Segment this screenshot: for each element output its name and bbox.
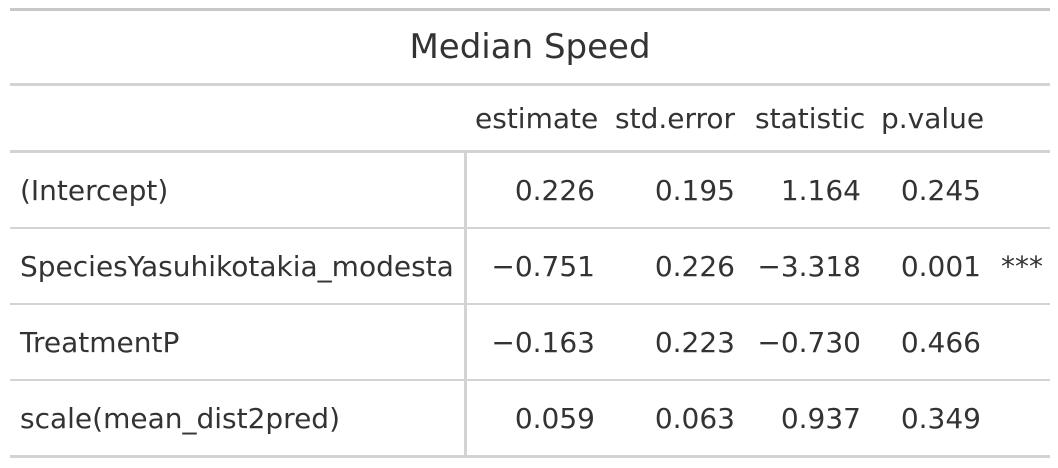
regression-table: Median Speed estimate std.error statisti…: [10, 8, 1050, 458]
table-row: scale(mean_dist2pred) 0.059 0.063 0.937 …: [10, 380, 1050, 458]
row-p-value: 0.245: [871, 151, 991, 229]
row-estimate: −0.163: [465, 304, 605, 381]
row-statistic: 1.164: [745, 151, 871, 229]
header-p-value: p.value: [871, 84, 991, 153]
top-rule: [10, 8, 1050, 12]
table-title: Median Speed: [10, 11, 1050, 86]
row-std-error: 0.223: [605, 304, 745, 381]
header-term: [10, 84, 465, 153]
table-row: (Intercept) 0.226 0.195 1.164 0.245: [10, 151, 1050, 229]
row-term: scale(mean_dist2pred): [10, 380, 467, 458]
row-term: SpeciesYasuhikotakia_modesta: [10, 228, 467, 305]
row-significance: ***: [991, 228, 1050, 305]
row-std-error: 0.195: [605, 151, 745, 229]
header-significance: [991, 84, 1050, 153]
row-p-value: 0.349: [871, 380, 991, 458]
row-statistic: −0.730: [745, 304, 871, 381]
title-row: Median Speed: [10, 11, 1050, 86]
row-significance: [991, 151, 1050, 229]
row-std-error: 0.063: [605, 380, 745, 458]
row-estimate: −0.751: [465, 228, 605, 305]
row-statistic: −3.318: [745, 228, 871, 305]
row-significance: [991, 380, 1050, 458]
row-estimate: 0.226: [465, 151, 605, 229]
row-p-value: 0.466: [871, 304, 991, 381]
header-row: estimate std.error statistic p.value: [10, 84, 1050, 153]
table-row: SpeciesYasuhikotakia_modesta −0.751 0.22…: [10, 228, 1050, 305]
header-statistic: statistic: [745, 84, 871, 153]
header-estimate: estimate: [465, 84, 605, 153]
row-term: TreatmentP: [10, 304, 467, 381]
results-table: Median Speed estimate std.error statisti…: [10, 8, 1050, 458]
row-p-value: 0.001: [871, 228, 991, 305]
row-statistic: 0.937: [745, 380, 871, 458]
header-std-error: std.error: [605, 84, 745, 153]
row-estimate: 0.059: [465, 380, 605, 458]
row-significance: [991, 304, 1050, 381]
row-term: (Intercept): [10, 151, 467, 229]
table-row: TreatmentP −0.163 0.223 −0.730 0.466: [10, 304, 1050, 381]
row-std-error: 0.226: [605, 228, 745, 305]
